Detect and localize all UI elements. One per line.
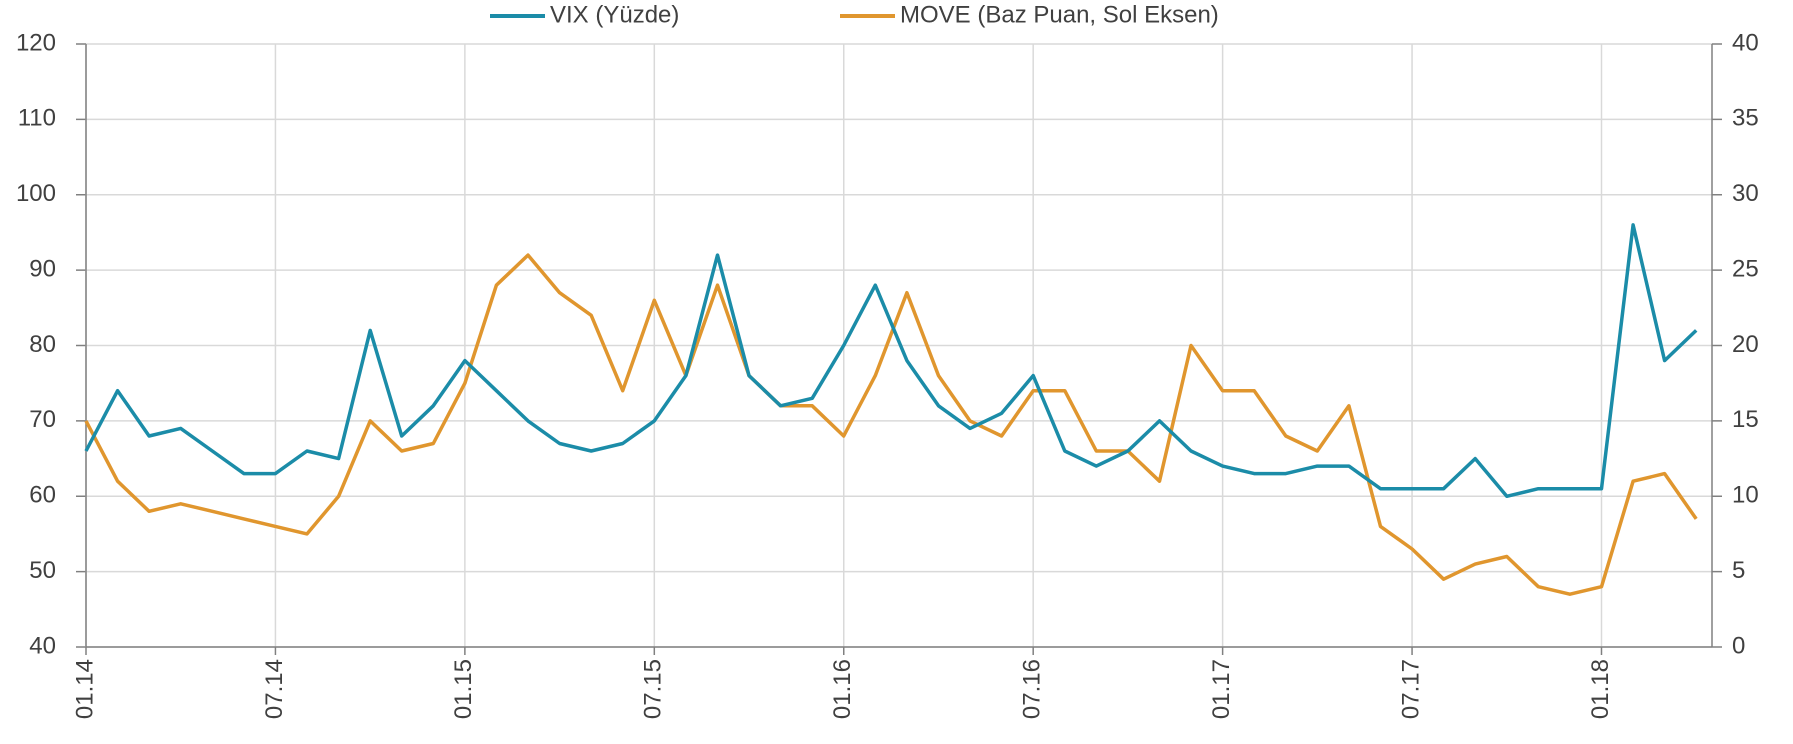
x-tick-label: 07.17 [1397,659,1424,719]
y2-tick-label: 40 [1732,29,1759,56]
y2-tick-label: 0 [1732,632,1745,659]
y2-tick-label: 30 [1732,180,1759,207]
y-tick-label: 60 [29,482,56,509]
y2-tick-label: 5 [1732,557,1745,584]
x-tick-label: 01.18 [1587,659,1614,719]
y2-tick-label: 35 [1732,105,1759,132]
x-tick-label: 01.15 [450,659,477,719]
y2-tick-label: 15 [1732,406,1759,433]
y2-tick-label: 20 [1732,331,1759,358]
legend-label: MOVE (Baz Puan, Sol Eksen) [900,1,1219,28]
y-tick-label: 120 [16,29,56,56]
y-tick-label: 90 [29,255,56,282]
y-tick-label: 40 [29,632,56,659]
y-tick-label: 100 [16,180,56,207]
x-tick-label: 07.14 [261,659,288,719]
legend-label: VIX (Yüzde) [550,1,679,28]
x-tick-label: 01.14 [71,659,98,719]
y2-tick-label: 25 [1732,255,1759,282]
x-tick-label: 01.17 [1208,659,1235,719]
series-line [84,253,1698,596]
y-tick-label: 80 [29,331,56,358]
x-tick-label: 07.16 [1019,659,1046,719]
y-tick-label: 110 [18,105,56,132]
series-line [84,223,1698,499]
y-tick-label: 70 [29,406,56,433]
x-tick-label: 07.15 [640,659,667,719]
x-tick-label: 01.16 [829,659,856,719]
y-tick-label: 50 [29,557,56,584]
y2-tick-label: 10 [1732,482,1759,509]
